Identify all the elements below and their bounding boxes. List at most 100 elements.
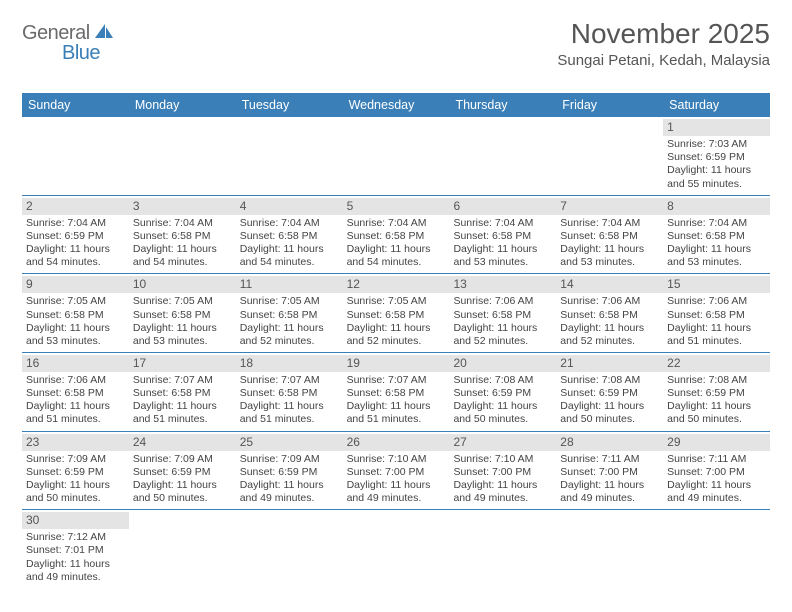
daynum-strip: 28 — [556, 434, 663, 451]
sunset-text: Sunset: 6:58 PM — [560, 309, 659, 322]
daylight1-text: Daylight: 11 hours — [347, 400, 446, 413]
daynum-strip: 25 — [236, 434, 343, 451]
daynum-strip: 29 — [663, 434, 770, 451]
sunrise-text: Sunrise: 7:07 AM — [240, 374, 339, 387]
daynum-strip: 1 — [663, 119, 770, 136]
day-number: 7 — [560, 199, 567, 213]
empty-cell — [449, 117, 556, 195]
sunrise-text: Sunrise: 7:08 AM — [560, 374, 659, 387]
empty-cell — [663, 510, 770, 588]
empty-cell — [236, 117, 343, 195]
daynum-strip: 16 — [22, 355, 129, 372]
month-title: November 2025 — [557, 18, 770, 50]
day-number: 12 — [347, 277, 360, 291]
daynum-strip: 27 — [449, 434, 556, 451]
logo-sub: Blue — [22, 42, 100, 65]
day-number: 22 — [667, 356, 680, 370]
sunset-text: Sunset: 6:58 PM — [240, 309, 339, 322]
daylight2-text: and 53 minutes. — [133, 335, 232, 348]
daylight1-text: Daylight: 11 hours — [26, 479, 125, 492]
daylight2-text: and 50 minutes. — [560, 413, 659, 426]
day-number: 24 — [133, 435, 146, 449]
empty-cell — [343, 117, 450, 195]
day-number: 26 — [347, 435, 360, 449]
daynum-strip: 26 — [343, 434, 450, 451]
sunrise-text: Sunrise: 7:05 AM — [240, 295, 339, 308]
daylight1-text: Daylight: 11 hours — [560, 243, 659, 256]
dow-saturday: Saturday — [663, 93, 770, 117]
daylight1-text: Daylight: 11 hours — [26, 558, 125, 571]
week-row: 2Sunrise: 7:04 AMSunset: 6:59 PMDaylight… — [22, 196, 770, 275]
sunset-text: Sunset: 6:58 PM — [347, 309, 446, 322]
day-number: 11 — [240, 277, 252, 291]
daynum-strip: 5 — [343, 198, 450, 215]
daylight1-text: Daylight: 11 hours — [240, 400, 339, 413]
sunrise-text: Sunrise: 7:04 AM — [133, 217, 232, 230]
empty-cell — [129, 510, 236, 588]
daylight1-text: Daylight: 11 hours — [667, 479, 766, 492]
day-cell: 19Sunrise: 7:07 AMSunset: 6:58 PMDayligh… — [343, 353, 450, 431]
day-cell: 4Sunrise: 7:04 AMSunset: 6:58 PMDaylight… — [236, 196, 343, 274]
empty-cell — [129, 117, 236, 195]
daylight1-text: Daylight: 11 hours — [453, 400, 552, 413]
daylight2-text: and 51 minutes. — [667, 335, 766, 348]
day-number: 1 — [667, 120, 674, 134]
dow-thursday: Thursday — [449, 93, 556, 117]
day-cell: 3Sunrise: 7:04 AMSunset: 6:58 PMDaylight… — [129, 196, 236, 274]
title-block: November 2025 Sungai Petani, Kedah, Mala… — [557, 18, 770, 69]
sunrise-text: Sunrise: 7:07 AM — [347, 374, 446, 387]
sunset-text: Sunset: 6:59 PM — [667, 151, 766, 164]
daylight2-text: and 50 minutes. — [667, 413, 766, 426]
sunset-text: Sunset: 6:58 PM — [560, 230, 659, 243]
daynum-strip: 4 — [236, 198, 343, 215]
sunrise-text: Sunrise: 7:04 AM — [560, 217, 659, 230]
sunrise-text: Sunrise: 7:08 AM — [453, 374, 552, 387]
sunrise-text: Sunrise: 7:07 AM — [133, 374, 232, 387]
empty-cell — [556, 117, 663, 195]
daynum-strip: 13 — [449, 276, 556, 293]
daylight1-text: Daylight: 11 hours — [240, 243, 339, 256]
empty-cell — [556, 510, 663, 588]
daylight2-text: and 52 minutes. — [453, 335, 552, 348]
sunset-text: Sunset: 6:58 PM — [453, 309, 552, 322]
daylight1-text: Daylight: 11 hours — [133, 243, 232, 256]
daylight2-text: and 54 minutes. — [133, 256, 232, 269]
day-number: 16 — [26, 356, 39, 370]
daynum-strip: 7 — [556, 198, 663, 215]
week-row: 23Sunrise: 7:09 AMSunset: 6:59 PMDayligh… — [22, 432, 770, 511]
day-number: 17 — [133, 356, 146, 370]
sunset-text: Sunset: 6:58 PM — [240, 230, 339, 243]
week-row: 30Sunrise: 7:12 AMSunset: 7:01 PMDayligh… — [22, 510, 770, 588]
day-cell: 8Sunrise: 7:04 AMSunset: 6:58 PMDaylight… — [663, 196, 770, 274]
sunrise-text: Sunrise: 7:09 AM — [240, 453, 339, 466]
daylight2-text: and 53 minutes. — [453, 256, 552, 269]
daylight1-text: Daylight: 11 hours — [560, 479, 659, 492]
day-cell: 29Sunrise: 7:11 AMSunset: 7:00 PMDayligh… — [663, 432, 770, 510]
daylight2-text: and 54 minutes. — [347, 256, 446, 269]
sunset-text: Sunset: 6:58 PM — [667, 230, 766, 243]
day-cell: 22Sunrise: 7:08 AMSunset: 6:59 PMDayligh… — [663, 353, 770, 431]
daylight2-text: and 50 minutes. — [133, 492, 232, 505]
logo-text-blue: Blue — [62, 42, 100, 64]
daylight1-text: Daylight: 11 hours — [667, 243, 766, 256]
daynum-strip: 23 — [22, 434, 129, 451]
daylight2-text: and 49 minutes. — [560, 492, 659, 505]
sunset-text: Sunset: 6:59 PM — [453, 387, 552, 400]
daylight1-text: Daylight: 11 hours — [133, 479, 232, 492]
sunset-text: Sunset: 6:58 PM — [133, 230, 232, 243]
sunset-text: Sunset: 7:00 PM — [560, 466, 659, 479]
daylight2-text: and 53 minutes. — [26, 335, 125, 348]
sunrise-text: Sunrise: 7:12 AM — [26, 531, 125, 544]
day-cell: 24Sunrise: 7:09 AMSunset: 6:59 PMDayligh… — [129, 432, 236, 510]
daynum-strip: 10 — [129, 276, 236, 293]
day-cell: 10Sunrise: 7:05 AMSunset: 6:58 PMDayligh… — [129, 274, 236, 352]
sunrise-text: Sunrise: 7:05 AM — [26, 295, 125, 308]
daylight1-text: Daylight: 11 hours — [347, 479, 446, 492]
day-number: 20 — [453, 356, 466, 370]
day-cell: 25Sunrise: 7:09 AMSunset: 6:59 PMDayligh… — [236, 432, 343, 510]
daylight1-text: Daylight: 11 hours — [133, 400, 232, 413]
day-cell: 13Sunrise: 7:06 AMSunset: 6:58 PMDayligh… — [449, 274, 556, 352]
sunrise-text: Sunrise: 7:04 AM — [26, 217, 125, 230]
daylight2-text: and 54 minutes. — [26, 256, 125, 269]
daylight2-text: and 53 minutes. — [667, 256, 766, 269]
